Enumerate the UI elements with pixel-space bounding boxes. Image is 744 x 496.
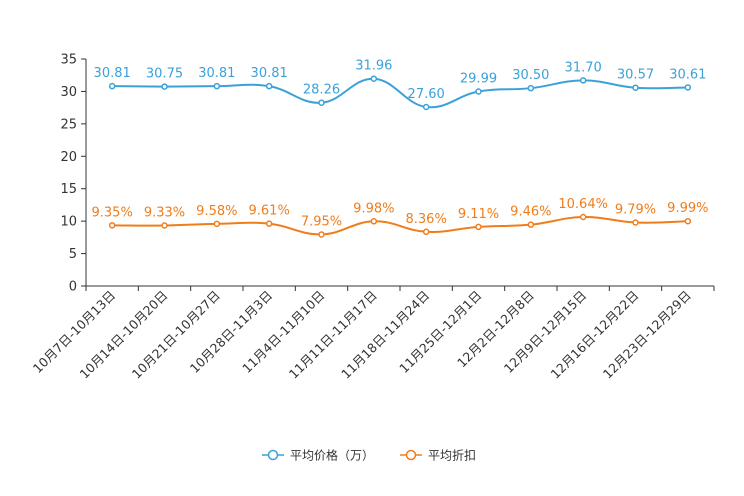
series-1-data-label: 30.81 [94, 66, 131, 81]
series-2-data-label: 9.99% [667, 201, 708, 216]
series-1-point[interactable] [318, 99, 325, 106]
y-tick-label: 5 [69, 247, 77, 262]
series-1-point[interactable] [265, 82, 273, 90]
legend-marker-icon [405, 449, 417, 461]
series-1-data-label: 30.50 [512, 68, 549, 83]
series-2-data-label: 9.46% [510, 205, 551, 220]
y-tick-label: 0 [69, 280, 77, 295]
legend[interactable]: 平均价格（万） 平均折扣 [262, 448, 476, 463]
x-category-label: 11月18日-11月24日 [338, 288, 432, 382]
series-2-point[interactable] [422, 228, 430, 236]
series-1-point[interactable] [213, 82, 221, 90]
series-1-data-label: 27.60 [408, 87, 445, 102]
x-category-label: 10月21日-10月27日 [129, 288, 223, 382]
series-1-data-label: 29.99 [460, 71, 497, 86]
series-1: 30.81 30.75 30.81 30.81 28.26 31.96 27.60 29.99… [94, 59, 706, 111]
x-category-label: 10月14日-10月20日 [76, 288, 170, 382]
series-2-line [112, 215, 688, 236]
x-category-label: 12月16日-12月22日 [547, 288, 641, 382]
series-1-point[interactable] [579, 77, 587, 84]
series-2-data-label: 9.11% [458, 207, 499, 222]
series-1-line [112, 77, 688, 109]
series-1-data-label: 30.81 [198, 66, 235, 81]
series-2: 9.35% 9.33% 9.58% 9.61% 7.95% 9.98% 8.36% 9.11%… [92, 197, 708, 238]
series-2-data-label: 9.98% [353, 201, 394, 216]
legend-label: 平均价格（万） [290, 448, 374, 463]
legend-item-1[interactable]: 平均价格（万） [262, 448, 374, 463]
legend-item-2[interactable]: 平均折扣 [400, 448, 476, 463]
series-2-point[interactable] [370, 218, 378, 225]
y-tick-label: 35 [60, 53, 77, 68]
y-tick-label: 10 [60, 215, 77, 230]
series-2-point[interactable] [318, 231, 325, 238]
series-2-data-label: 9.35% [92, 205, 133, 220]
series-layer: 30.81 30.75 30.81 30.81 28.26 31.96 27.60 29.99… [92, 59, 708, 238]
series-1-data-label: 31.70 [565, 60, 602, 75]
y-tick-label: 15 [60, 182, 77, 197]
y-tick-label: 25 [60, 117, 77, 132]
legend-marker-icon [267, 449, 279, 461]
series-2-point[interactable] [265, 220, 273, 227]
series-2-data-label: 7.95% [301, 214, 342, 229]
legend-label: 平均折扣 [428, 448, 476, 463]
series-1-point[interactable] [527, 84, 535, 92]
series-1-point[interactable] [684, 84, 692, 91]
series-2-point[interactable] [632, 219, 639, 226]
series-1-point[interactable] [632, 84, 639, 91]
series-2-data-label: 9.58% [196, 204, 237, 219]
series-2-data-label: 9.79% [615, 203, 656, 218]
y-tick-label: 30 [60, 85, 77, 100]
series-2-data-label: 9.61% [249, 204, 290, 219]
series-2-point[interactable] [213, 220, 221, 228]
series-1-data-label: 30.81 [251, 66, 288, 81]
series-2-point[interactable] [579, 213, 587, 221]
series-2-data-label: 8.36% [406, 212, 447, 227]
series-2-data-label: 9.33% [144, 205, 185, 220]
series-2-point[interactable] [475, 223, 482, 231]
series-2-point[interactable] [527, 221, 535, 228]
series-1-data-label: 30.57 [617, 68, 654, 83]
series-1-data-label: 28.26 [303, 83, 340, 98]
series-2-point[interactable] [108, 222, 116, 229]
x-category-label: 12月23日-12月29日 [600, 288, 694, 382]
y-tick-label: 20 [60, 150, 77, 165]
x-category-label: 11月11日-11月17日 [286, 288, 380, 382]
series-2-point[interactable] [161, 222, 168, 229]
series-1-data-label: 30.75 [146, 67, 183, 82]
series-2-point[interactable] [684, 217, 692, 225]
series-1-point[interactable] [475, 88, 482, 95]
series-1-point[interactable] [161, 83, 168, 90]
series-1-data-label: 30.61 [669, 67, 706, 82]
series-1-data-label: 31.96 [355, 59, 392, 74]
series-1-point[interactable] [422, 103, 430, 111]
series-2-data-label: 10.64% [558, 197, 608, 212]
series-1-point[interactable] [108, 82, 116, 90]
series-1-point[interactable] [370, 75, 378, 82]
